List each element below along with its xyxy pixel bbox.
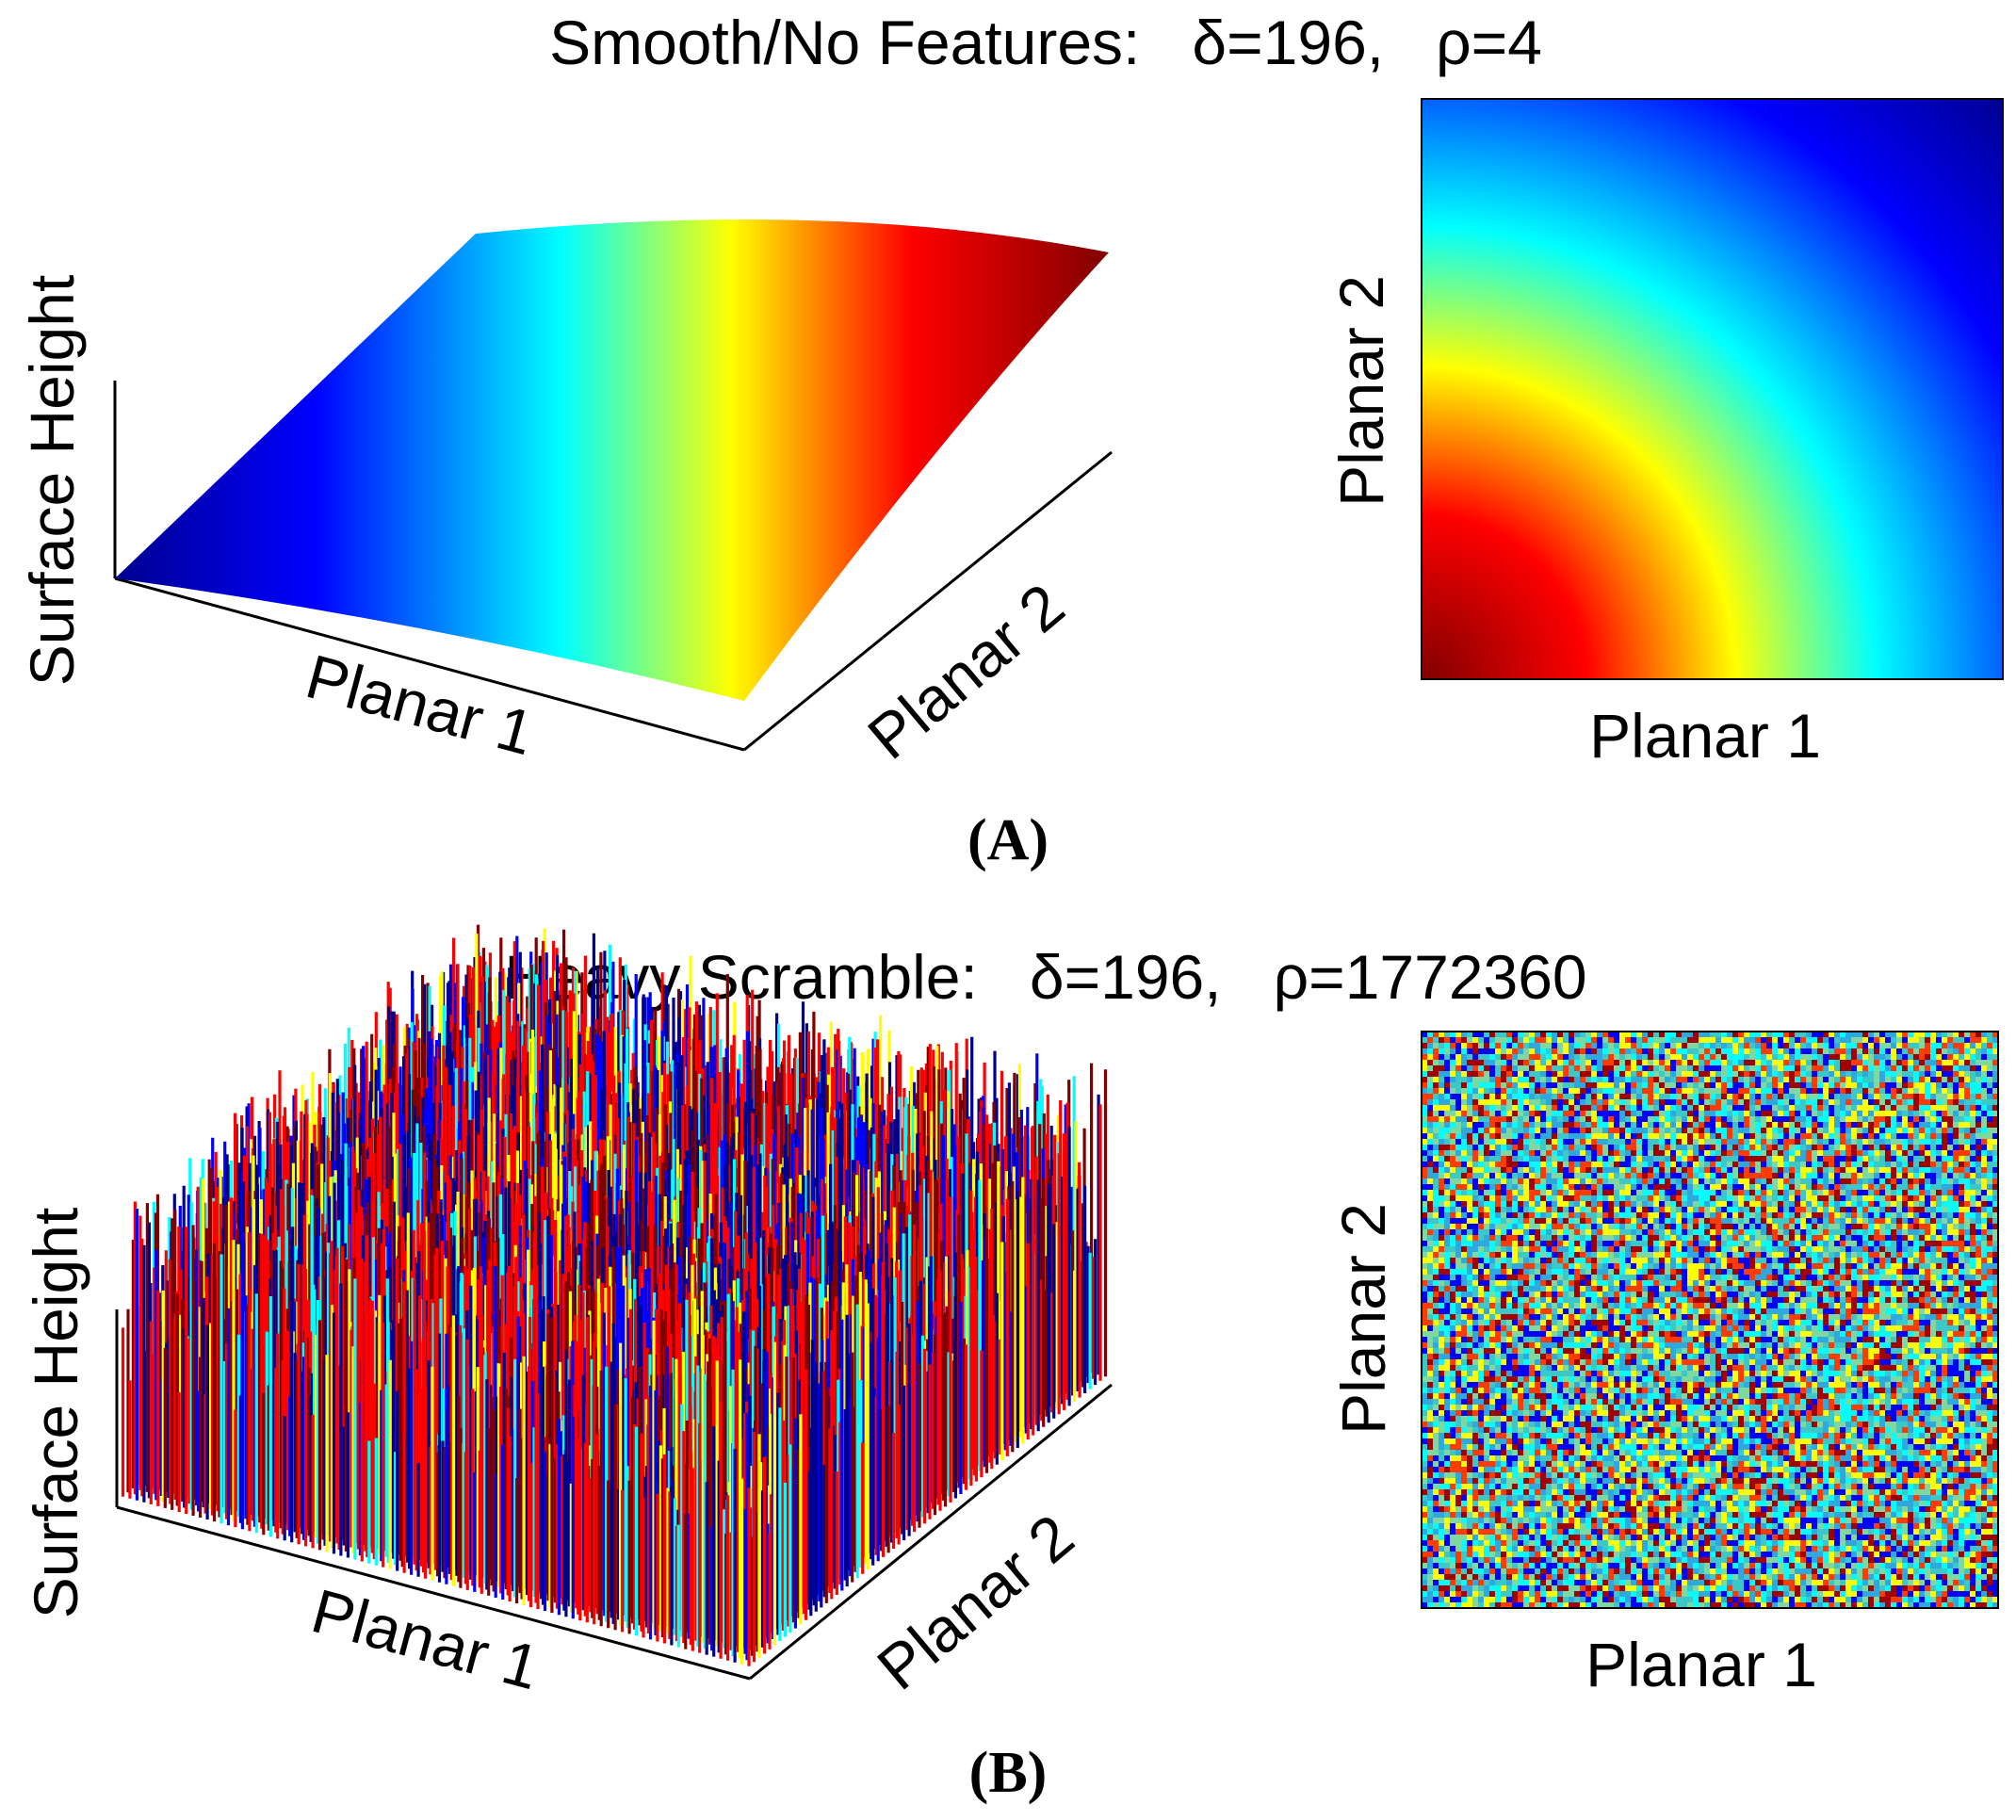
panel-a: Smooth/No Features: δ=196, ρ=4 Surface H… <box>17 8 2004 872</box>
panel-b: Heavy Scramble: δ=196, ρ=1772360 Surface… <box>21 924 1999 1805</box>
panel-b-title: Heavy Scramble: δ=196, ρ=1772360 <box>504 942 1586 1012</box>
panel-a-surface-xlabel: Planar 1 <box>300 641 542 768</box>
panel-b-y-axis <box>749 1383 1113 1681</box>
panel-b-x-axis <box>116 1505 751 1681</box>
panel-a-surface <box>115 219 1109 702</box>
panel-a-heatmap: Planar 1 Planar 2 <box>1326 98 2004 771</box>
panel-a-heatmap-xlabel: Planar 1 <box>1589 701 1821 771</box>
panel-a-label: (A) <box>967 808 1049 872</box>
panel-b-surface-spikes <box>121 924 1108 1666</box>
panel-a-x-axis <box>114 577 745 752</box>
panel-a-heatmap-image <box>1422 99 2003 679</box>
panel-a-heatmap-frame <box>1421 98 2004 680</box>
panel-a-surface-plot: Surface Height Planar 1 Planar 2 <box>17 219 1113 772</box>
panel-a-title: Smooth/No Features: δ=196, ρ=4 <box>549 8 1542 77</box>
panel-a-surface-ylabel: Planar 2 <box>854 570 1077 772</box>
panel-b-surface-plot: Surface Height Planar 1 Planar 2 <box>21 924 1113 1703</box>
panel-a-heatmap-ylabel: Planar 2 <box>1326 275 1396 507</box>
panel-a-surface-zlabel: Surface Height <box>17 275 87 687</box>
panel-a-y-axis <box>743 450 1113 752</box>
